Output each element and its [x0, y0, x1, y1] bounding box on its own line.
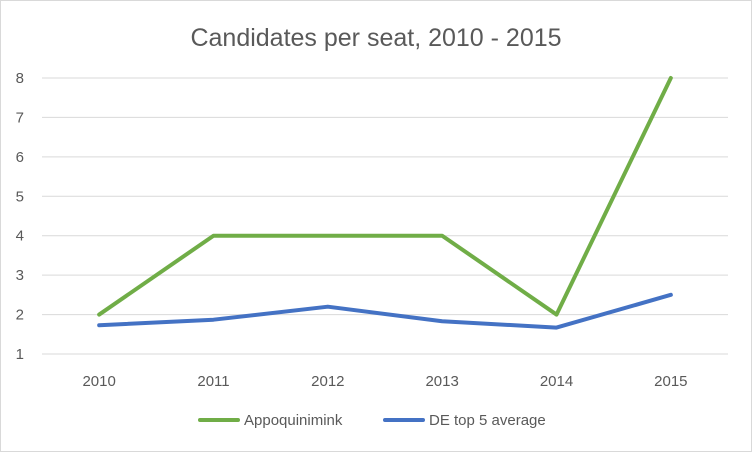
- y-tick-label: 4: [16, 228, 24, 245]
- y-tick-label: 3: [16, 267, 24, 284]
- y-tick-label: 5: [16, 188, 24, 205]
- x-axis-ticks: 2010 2011 2012 2013 2014 2015: [82, 373, 687, 390]
- series-lines: [97, 76, 673, 330]
- chart-title: Candidates per seat, 2010 - 2015: [190, 24, 561, 52]
- y-tick-label: 1: [16, 346, 24, 363]
- legend: Appoquinimink DE top 5 average: [198, 412, 546, 429]
- y-tick-label: 8: [16, 70, 24, 87]
- x-tick-label: 2011: [197, 373, 229, 390]
- y-tick-label: 6: [16, 149, 24, 166]
- series-line-0: [97, 76, 673, 317]
- x-tick-label: 2010: [82, 373, 115, 390]
- x-tick-label: 2013: [425, 373, 458, 390]
- x-tick-label: 2015: [654, 373, 687, 390]
- y-tick-label: 2: [16, 307, 24, 324]
- legend-label: Appoquinimink: [244, 412, 343, 429]
- y-tick-label: 7: [16, 109, 24, 126]
- gridlines: [42, 77, 728, 355]
- x-tick-label: 2014: [540, 373, 573, 390]
- y-axis-ticks: 1 2 3 4 5 6 7 8: [16, 70, 24, 363]
- series-line-1: [97, 292, 673, 330]
- legend-label: DE top 5 average: [429, 412, 546, 429]
- x-tick-label: 2012: [311, 373, 344, 390]
